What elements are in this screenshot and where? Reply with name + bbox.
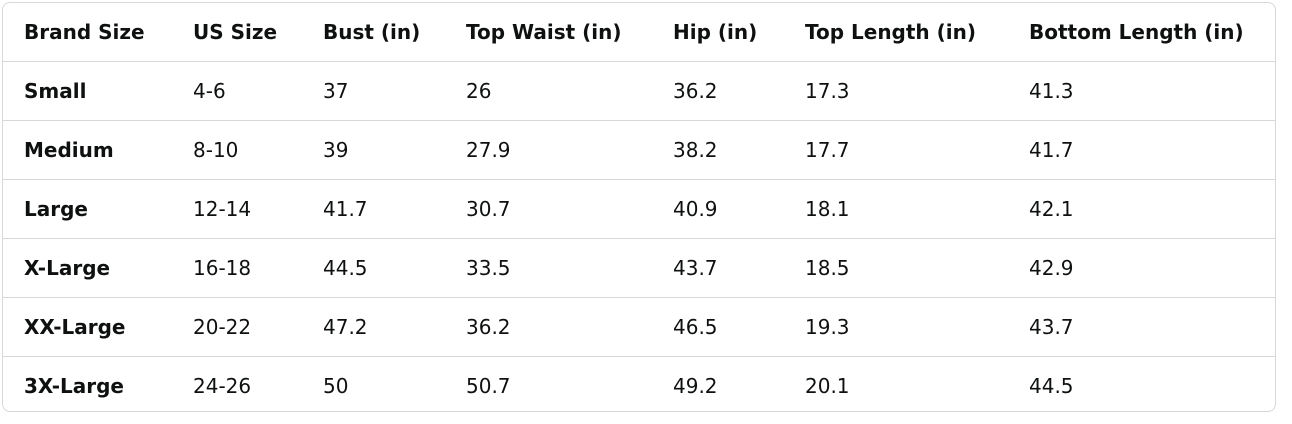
table-cell: 16-18 bbox=[172, 238, 302, 298]
table-cell: 36.2 bbox=[652, 61, 784, 121]
table-cell: 4-6 bbox=[172, 61, 302, 121]
table-cell: 47.2 bbox=[302, 297, 445, 357]
table-header: Brand Size US Size Bust (in) Top Waist (in)… bbox=[3, 3, 1275, 62]
size-chart: Brand Size US Size Bust (in) Top Waist (in)… bbox=[2, 2, 1276, 412]
size-table: Brand Size US Size Bust (in) Top Waist (in)… bbox=[3, 3, 1275, 411]
table-cell: 43.7 bbox=[1008, 297, 1275, 357]
table-cell: 41.7 bbox=[302, 179, 445, 239]
table-cell: 40.9 bbox=[652, 179, 784, 239]
header-cell: Bust (in) bbox=[323, 20, 421, 44]
table-cell: 18.5 bbox=[784, 238, 1008, 298]
table-cell: 33.5 bbox=[445, 238, 652, 298]
table-cell: 50.7 bbox=[445, 356, 652, 411]
size-name-cell: Large bbox=[3, 179, 172, 239]
size-name-cell: Medium bbox=[3, 120, 172, 180]
table-cell: 17.7 bbox=[784, 120, 1008, 180]
header-row: Brand Size US Size Bust (in) Top Waist (in)… bbox=[3, 3, 1275, 62]
table-cell: 19.3 bbox=[784, 297, 1008, 357]
table-body: Small 4-6 37 26 36.2 17.3 41.3 Medium 8-10 39 27.9… bbox=[3, 61, 1275, 411]
header-cell: Top Waist (in) bbox=[466, 20, 622, 44]
table-cell: 12-14 bbox=[172, 179, 302, 239]
table-cell: 20.1 bbox=[784, 356, 1008, 411]
table-cell: 42.1 bbox=[1008, 179, 1275, 239]
table-cell: 20-22 bbox=[172, 297, 302, 357]
header-cell: Hip (in) bbox=[673, 20, 758, 44]
table-cell: 37 bbox=[302, 61, 445, 121]
header-cell: US Size bbox=[193, 20, 278, 44]
header-cell: Top Length (in) bbox=[805, 20, 977, 44]
header-cell: Brand Size bbox=[24, 20, 145, 44]
table-cell: 41.3 bbox=[1008, 61, 1275, 121]
size-name-cell: XX-Large bbox=[3, 297, 172, 357]
table-row: X-Large 16-18 44.5 33.5 43.7 18.5 42.9 bbox=[3, 238, 1275, 298]
table-cell: 24-26 bbox=[172, 356, 302, 411]
table-cell: 50 bbox=[302, 356, 445, 411]
table-row: Small 4-6 37 26 36.2 17.3 41.3 bbox=[3, 61, 1275, 121]
table-cell: 44.5 bbox=[302, 238, 445, 298]
table-cell: 18.1 bbox=[784, 179, 1008, 239]
table-row: 3X-Large 24-26 50 50.7 49.2 20.1 44.5 bbox=[3, 356, 1275, 411]
table-cell: 49.2 bbox=[652, 356, 784, 411]
table-cell: 36.2 bbox=[445, 297, 652, 357]
table-cell: 17.3 bbox=[784, 61, 1008, 121]
table-cell: 39 bbox=[302, 120, 445, 180]
table-row: Large 12-14 41.7 30.7 40.9 18.1 42.1 bbox=[3, 179, 1275, 239]
size-name-cell: 3X-Large bbox=[3, 356, 172, 411]
size-name-cell: X-Large bbox=[3, 238, 172, 298]
table-row: XX-Large 20-22 47.2 36.2 46.5 19.3 43.7 bbox=[3, 297, 1275, 357]
table-cell: 26 bbox=[445, 61, 652, 121]
table-cell: 42.9 bbox=[1008, 238, 1275, 298]
table-cell: 27.9 bbox=[445, 120, 652, 180]
table-row: Medium 8-10 39 27.9 38.2 17.7 41.7 bbox=[3, 120, 1275, 180]
table-cell: 46.5 bbox=[652, 297, 784, 357]
table-cell: 44.5 bbox=[1008, 356, 1275, 411]
table-cell: 8-10 bbox=[172, 120, 302, 180]
header-cell: Bottom Length (in) bbox=[1029, 20, 1244, 44]
table-cell: 43.7 bbox=[652, 238, 784, 298]
table-cell: 38.2 bbox=[652, 120, 784, 180]
table-cell: 30.7 bbox=[445, 179, 652, 239]
size-name-cell: Small bbox=[3, 61, 172, 121]
table-cell: 41.7 bbox=[1008, 120, 1275, 180]
